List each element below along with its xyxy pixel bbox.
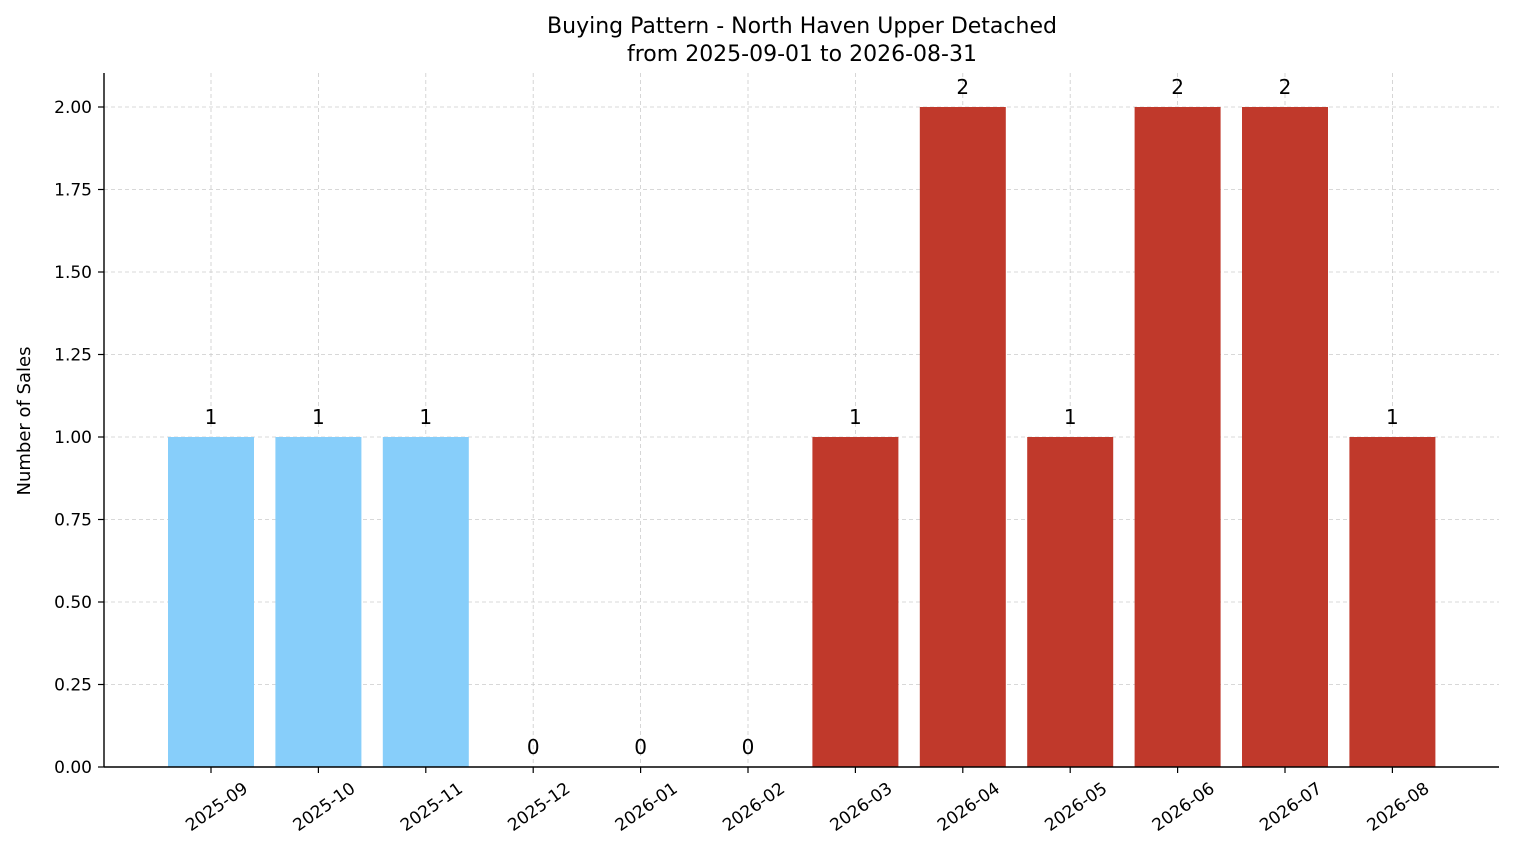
x-tick-label-2026-02: 2026-02 xyxy=(719,779,789,836)
chart-title: Buying Pattern - North Haven Upper Detac… xyxy=(547,14,1057,39)
y-tick-label: 0.50 xyxy=(54,593,92,613)
data-label-2025-10: 1 xyxy=(312,405,325,429)
data-label-2026-07: 2 xyxy=(1279,75,1292,99)
bar-2026-05 xyxy=(1027,437,1114,767)
bar-2026-03 xyxy=(812,437,899,767)
data-label-2025-11: 1 xyxy=(419,405,432,429)
bar-2025-10 xyxy=(275,437,362,767)
bar-2026-07 xyxy=(1242,107,1328,767)
x-tick-label-2026-05: 2026-05 xyxy=(1041,779,1111,836)
x-tick-label-2025-12: 2025-12 xyxy=(504,779,574,836)
data-label-2026-08: 1 xyxy=(1386,405,1399,429)
bar-2026-08 xyxy=(1349,437,1436,767)
data-label-2026-06: 2 xyxy=(1171,75,1184,99)
bar-2025-09 xyxy=(168,437,254,767)
bar-2026-04 xyxy=(919,107,1006,767)
x-tick-label-2026-01: 2026-01 xyxy=(612,779,682,836)
y-tick-label: 1.50 xyxy=(54,263,92,283)
data-label-2025-12: 0 xyxy=(527,735,540,759)
bars xyxy=(168,107,1436,767)
y-axis-ticks: 0.00 0.25 0.50 0.75 1.00 1.25 1.50 1.75 2.00 xyxy=(54,98,104,778)
bar-2025-11 xyxy=(382,437,469,767)
y-tick-label: 1.75 xyxy=(54,181,92,201)
y-tick-label: 2.00 xyxy=(54,98,92,118)
bar-2026-06 xyxy=(1134,107,1221,767)
x-tick-label-2026-04: 2026-04 xyxy=(934,779,1004,836)
data-label-2026-02: 0 xyxy=(742,735,755,759)
x-tick-label-2025-11: 2025-11 xyxy=(397,779,467,836)
y-tick-label: 1.25 xyxy=(54,346,92,366)
x-tick-label-2025-09: 2025-09 xyxy=(182,779,252,836)
data-labels: 1 1 1 0 0 0 1 2 1 2 2 1 xyxy=(205,75,1399,759)
x-tick-label-2026-06: 2026-06 xyxy=(1149,779,1219,836)
data-label-2026-05: 1 xyxy=(1064,405,1077,429)
y-tick-label: 0.75 xyxy=(54,511,92,531)
y-tick-label: 1.00 xyxy=(54,428,92,448)
y-tick-label: 0.25 xyxy=(54,676,92,696)
x-tick-label-2026-07: 2026-07 xyxy=(1256,779,1326,836)
data-label-2026-01: 0 xyxy=(634,735,647,759)
data-label-2025-09: 1 xyxy=(205,405,218,429)
x-axis-ticks: 2025-09 2025-10 2025-11 2025-12 2026-01 2026-… xyxy=(182,767,1433,836)
x-tick-label-2025-10: 2025-10 xyxy=(290,779,360,836)
data-label-2026-03: 1 xyxy=(849,405,862,429)
data-label-2026-04: 2 xyxy=(956,75,969,99)
y-axis-label: Number of Sales xyxy=(14,346,35,495)
x-tick-label-2026-03: 2026-03 xyxy=(827,779,897,836)
chart-subtitle: from 2025-09-01 to 2026-08-31 xyxy=(627,42,977,67)
x-tick-label-2026-08: 2026-08 xyxy=(1364,779,1434,836)
y-tick-label: 0.00 xyxy=(54,758,92,778)
